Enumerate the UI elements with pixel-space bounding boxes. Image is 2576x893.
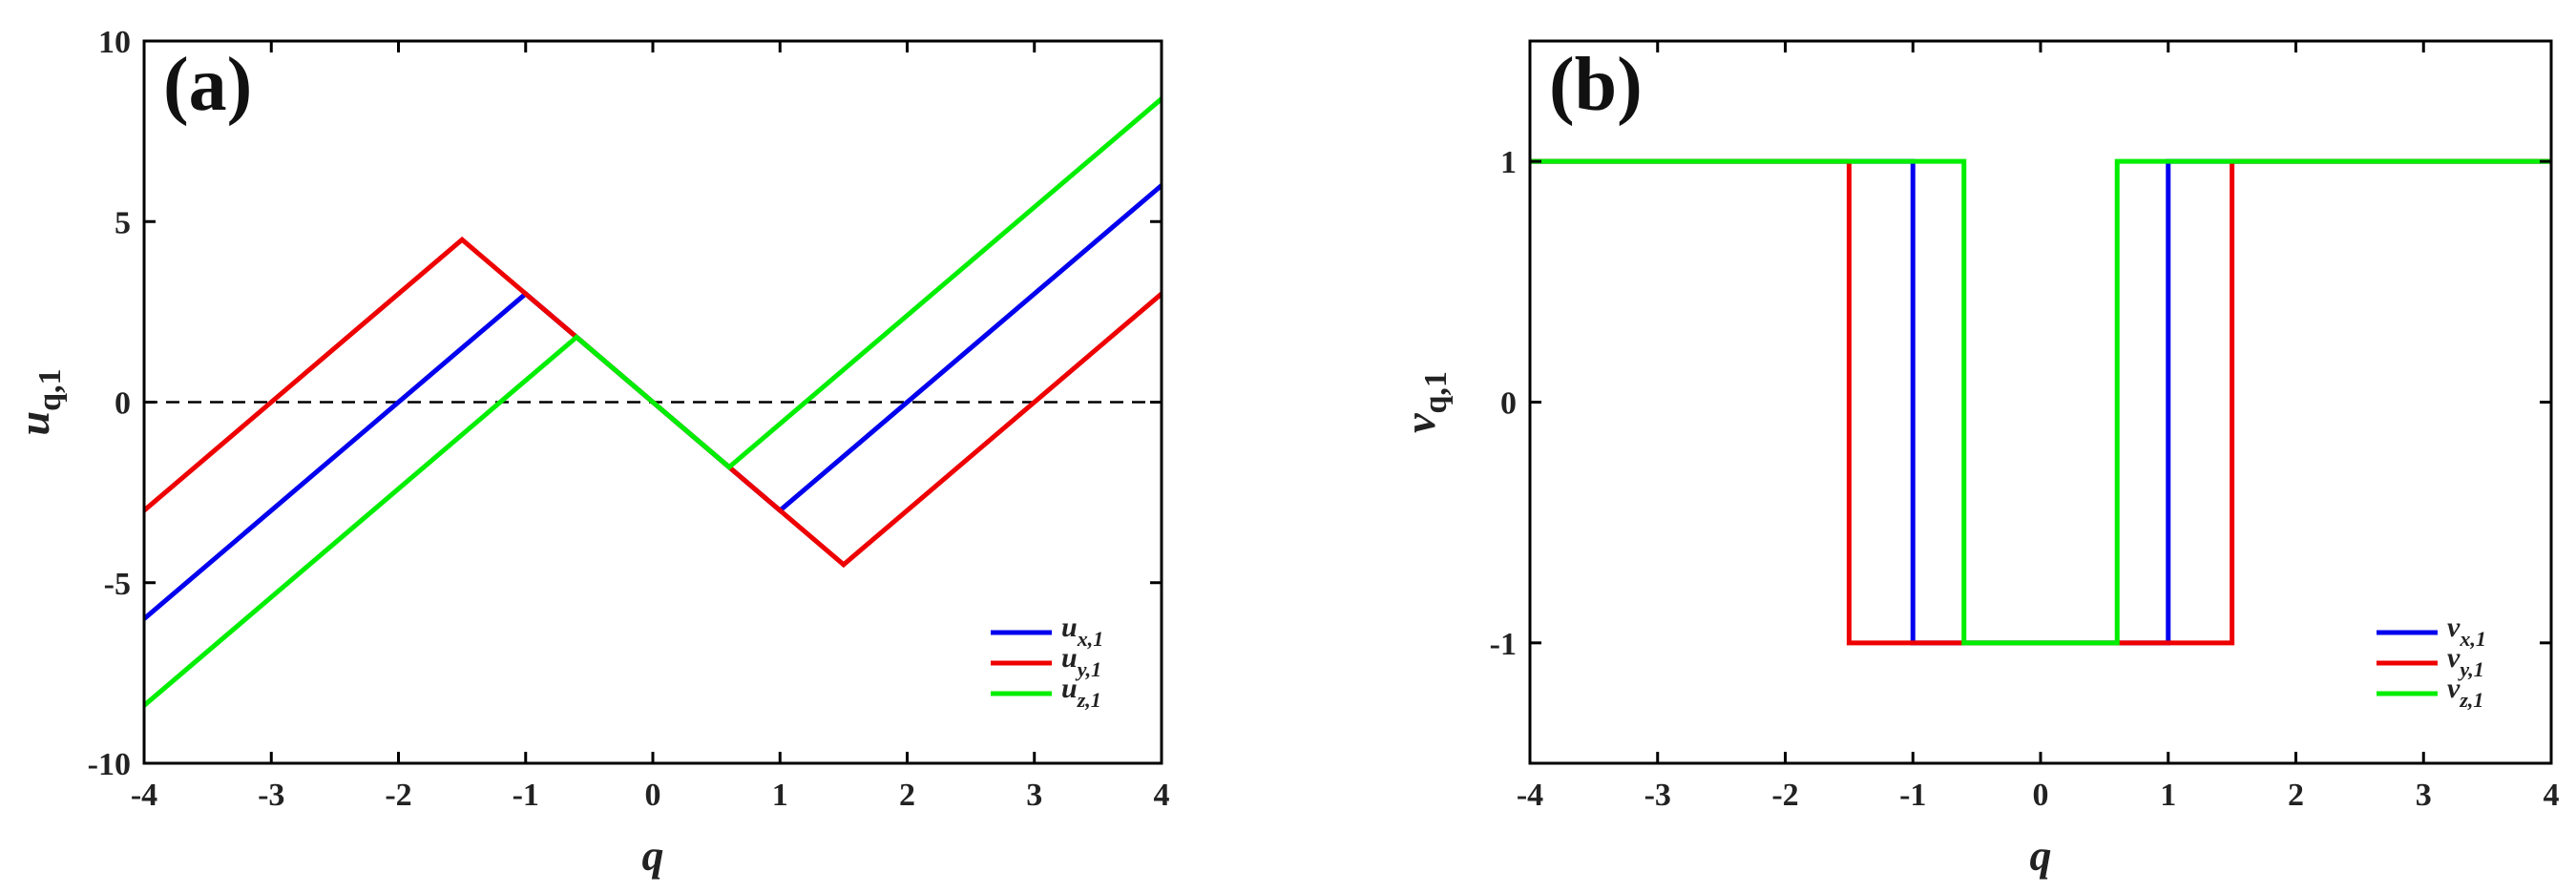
x-tick-label: -4 <box>131 778 157 813</box>
x-tick-label: -3 <box>258 778 284 813</box>
x-tick-label: 1 <box>772 778 788 813</box>
x-tick-label: 0 <box>645 778 661 813</box>
legend-entry-main: v <box>2447 642 2461 674</box>
y-tick-label: 1 <box>1500 145 1517 180</box>
legend-entry-sub: y,1 <box>1075 657 1101 681</box>
legend-entry-sub: x,1 <box>2459 627 2486 651</box>
y-axis-label-main: v <box>1395 413 1444 433</box>
legend-entry-sub: x,1 <box>1077 627 1104 651</box>
legend-entry-sub: z,1 <box>2459 688 2483 712</box>
legend-entry: uz,1 <box>1061 673 1101 712</box>
legend: vx,1vy,1vz,1 <box>2377 612 2486 712</box>
x-tick-label: -2 <box>1771 778 1798 813</box>
panel-label: (a) <box>163 43 252 127</box>
x-tick-label: -1 <box>1899 778 1926 813</box>
y-axis-label: uq,1 <box>10 368 68 435</box>
x-axis-label: q <box>642 831 664 880</box>
y-tick-label: -5 <box>104 567 131 602</box>
legend-entry-sub: z,1 <box>1077 688 1101 712</box>
legend-entry: vx,1 <box>2447 612 2486 651</box>
panel-label: (b) <box>1549 43 1643 127</box>
x-tick-label: 3 <box>2416 778 2432 813</box>
legend-entry-main: v <box>2447 673 2461 704</box>
legend-entry-main: u <box>1061 642 1078 674</box>
y-axis-label: vq,1 <box>1395 371 1454 433</box>
y-tick-label: 5 <box>115 205 131 240</box>
x-tick-label: -3 <box>1644 778 1671 813</box>
y-tick-label: 10 <box>98 25 131 60</box>
series-line-v-z1 <box>1530 158 2551 646</box>
y-tick-label: 0 <box>1500 386 1517 422</box>
y-tick-label: 0 <box>115 386 131 422</box>
plot-frame <box>1528 39 2553 765</box>
x-tick-label: 1 <box>2160 778 2176 813</box>
y-tick-label: -10 <box>88 747 131 782</box>
legend-entry: vz,1 <box>2447 673 2483 712</box>
legend-entry: vy,1 <box>2447 642 2484 681</box>
y-tick-label: -1 <box>1490 627 1517 662</box>
x-tick-label: 3 <box>1026 778 1042 813</box>
x-tick-label: -2 <box>385 778 411 813</box>
series-line-v-x1 <box>1530 158 2551 646</box>
x-tick-label: 0 <box>2033 778 2049 813</box>
series-line-u-z1 <box>142 96 1163 708</box>
legend-entry-main: u <box>1061 673 1078 704</box>
legend-entry-sub: y,1 <box>2457 657 2483 681</box>
x-tick-label: 4 <box>1154 778 1170 813</box>
x-tick-label: -4 <box>1517 778 1543 813</box>
legend-entry-main: u <box>1061 612 1078 643</box>
y-axis-label-main: u <box>10 411 58 436</box>
y-axis-label-sub: q,1 <box>1418 371 1454 413</box>
legend-entry-main: v <box>2447 612 2461 643</box>
x-tick-label: 2 <box>2288 778 2304 813</box>
x-tick-label: 4 <box>2544 778 2560 813</box>
x-axis-label: q <box>2030 831 2052 880</box>
x-tick-label: -1 <box>513 778 539 813</box>
series-line-v-y1 <box>1530 158 2551 646</box>
legend-entry: uy,1 <box>1061 642 1101 681</box>
y-axis-label-sub: q,1 <box>32 368 68 410</box>
legend-entry: ux,1 <box>1061 612 1103 651</box>
legend: ux,1uy,1uz,1 <box>991 612 1103 712</box>
panel-a: -4 -3 -2 -1 0 1 2 3 4-10-50510quq,1(a)ux,1uy,1uz… <box>10 25 1170 880</box>
x-tick-label: 2 <box>899 778 915 813</box>
